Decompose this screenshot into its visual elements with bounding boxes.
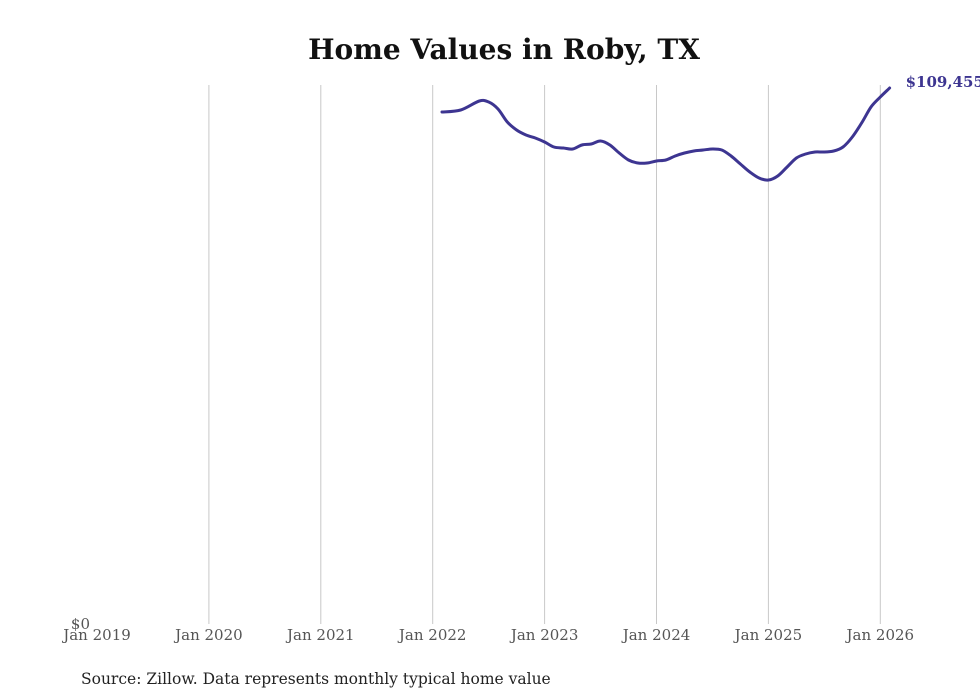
- data-point: [720, 148, 723, 152]
- data-point: [487, 100, 490, 104]
- x-tick-label: Jan 2024: [621, 626, 691, 644]
- data-point: [459, 108, 462, 112]
- data-point: [869, 105, 873, 109]
- data-point: [832, 149, 835, 153]
- chart-title: Home Values in Roby, TX: [308, 33, 700, 66]
- data-point: [552, 145, 556, 149]
- x-tick-label: Jan 2019: [61, 626, 131, 644]
- data-point: [823, 150, 826, 154]
- data-point: [851, 135, 854, 139]
- data-point: [683, 151, 686, 155]
- data-point: [841, 145, 845, 149]
- x-tick-label: Jan 2026: [845, 626, 915, 644]
- data-point: [627, 158, 630, 162]
- x-tick-label: Jan 2022: [397, 626, 467, 644]
- x-axis-ticks: Jan 2019 Jan 2020 Jan 2021 Jan 2022 Jan 2023…: [61, 626, 914, 644]
- y-tick-label-zero: $0: [71, 615, 90, 633]
- data-point: [729, 154, 733, 158]
- data-point: [543, 140, 546, 144]
- x-tick-label: Jan 2021: [285, 626, 355, 644]
- data-point: [692, 149, 695, 153]
- data-point: [599, 139, 602, 143]
- x-tick-label: Jan 2020: [173, 626, 243, 644]
- data-point: [776, 174, 779, 178]
- data-point: [795, 156, 798, 160]
- end-value-label: $109,455: [906, 73, 980, 91]
- data-point: [590, 142, 593, 146]
- data-point: [739, 162, 742, 166]
- data-point: [515, 128, 518, 132]
- data-point: [860, 121, 863, 125]
- data-point: [608, 143, 612, 147]
- data-point: [645, 161, 649, 165]
- data-point: [879, 95, 882, 99]
- gridlines: [208, 85, 881, 624]
- data-point: [524, 133, 528, 137]
- data-point: [785, 165, 789, 169]
- data-point: [478, 99, 481, 103]
- data-point: [804, 152, 807, 156]
- source-note: Source: Zillow. Data represents monthly …: [81, 670, 551, 688]
- data-point: [748, 170, 751, 174]
- data-point: [636, 161, 640, 165]
- data-point: [767, 178, 770, 182]
- data-point: [618, 151, 621, 155]
- data-point: [571, 147, 574, 151]
- data-point: [711, 147, 714, 151]
- data-point: [701, 148, 705, 152]
- data-point: [580, 143, 584, 147]
- data-point: [506, 120, 509, 124]
- series-line: [440, 86, 892, 182]
- data-point: [440, 110, 444, 114]
- data-point: [757, 176, 761, 180]
- data-point: [673, 154, 677, 158]
- data-point: [562, 146, 565, 150]
- data-point: [655, 159, 658, 163]
- data-points: [440, 86, 891, 182]
- data-point: [664, 158, 668, 162]
- data-point: [534, 136, 537, 140]
- x-tick-label: Jan 2023: [509, 626, 579, 644]
- data-point: [888, 86, 891, 90]
- data-point: [813, 150, 817, 154]
- x-tick-label: Jan 2025: [733, 626, 803, 644]
- data-point: [496, 107, 500, 111]
